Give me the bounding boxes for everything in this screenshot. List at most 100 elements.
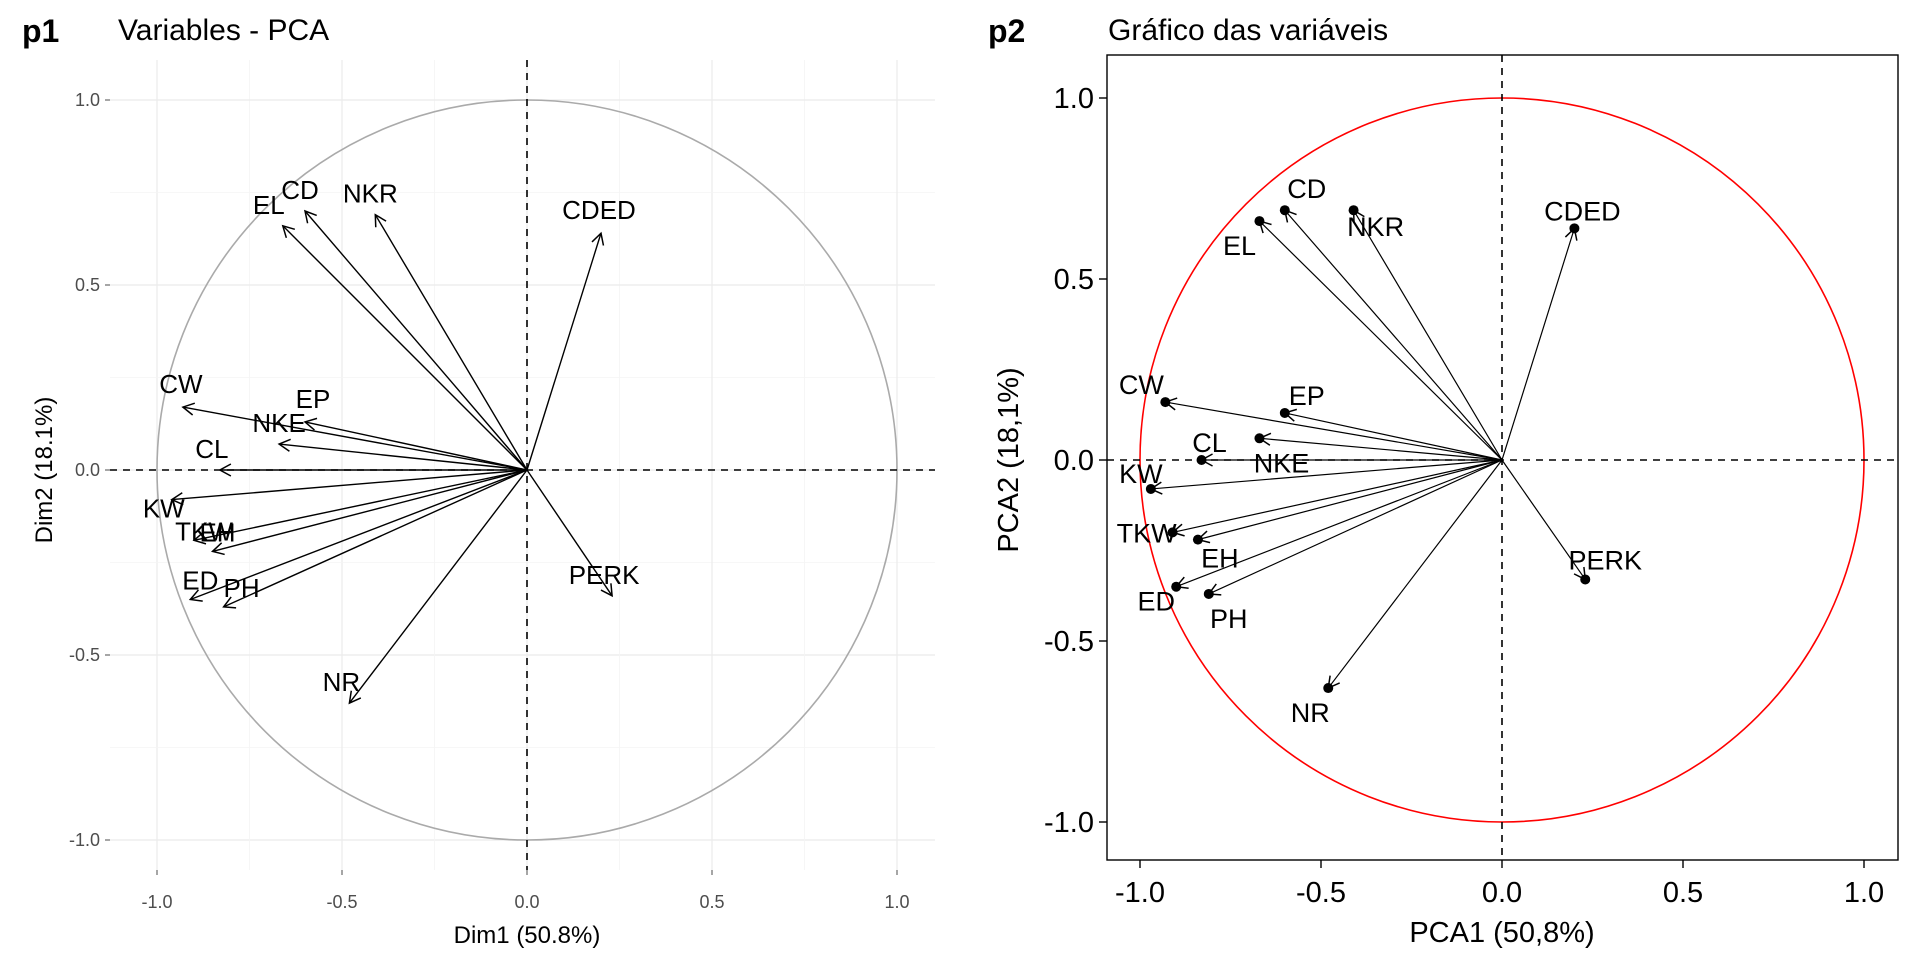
tick-labels: -1.0 -0.5 0.0 0.5 1.0 1.0 0.5 0.0 -0.5 -1.0 [69,90,910,912]
x-tick-label: 1.0 [1844,877,1884,909]
point-cl [1196,455,1207,465]
y-tick-label: -0.5 [69,645,100,665]
y-tick-label: 1.0 [1054,83,1094,115]
point-ph [1203,588,1214,599]
label-perk: PERK [1568,545,1642,575]
arrow-nke [1257,432,1503,461]
label-ph: PH [224,573,260,603]
y-tick-label: 1.0 [75,90,100,110]
x-axis-label-p2: PCA1 (50,8%) [1409,917,1594,949]
x-tick-label: -0.5 [326,892,357,912]
point-cw [1160,397,1171,408]
arrow-kw [1149,459,1503,495]
panel-p2: p2 Gráfico das variáveis -1.0 -0.5 0.0 0.5 1… [988,13,1899,949]
label-ph: PH [1210,604,1248,634]
point-ep [1279,407,1290,418]
label-nr: NR [1291,698,1330,728]
x-axis-label-p1: Dim1 (50.8%) [454,922,601,949]
label-cded: CDED [1544,196,1621,226]
arrow-el [281,224,528,471]
arrow-ph [222,469,528,609]
arrow-cded [1501,226,1578,461]
label-kw: KW [143,494,185,524]
arrow-tkw [192,469,528,545]
arrow-ed [1174,459,1503,590]
label-nr: NR [323,667,361,697]
y-tick-label: 0.0 [1054,445,1094,477]
x-tick-label: -0.5 [1296,877,1346,909]
label-cded: CDED [562,195,636,225]
label-tkw: TKW [175,516,233,546]
label-ed: ED [1137,587,1175,617]
panel-tag-p2: p2 [988,13,1025,49]
label-cl: CL [195,434,228,464]
chart-title-p2: Gráfico das variáveis [1108,14,1388,47]
arrow-cded [526,231,605,471]
label-eh: EH [199,517,235,547]
label-ed: ED [182,566,218,596]
label-perk: PERK [569,560,640,590]
point-cded [1569,223,1580,234]
x-tick-label: -1.0 [1115,877,1165,909]
arrow-ed [188,469,528,602]
point-tkw [1167,527,1178,538]
y-axis-label-p1: Dim2 (18.1%) [31,397,58,544]
plot-area-p2: CD EL NKR CDED CW EP NKE CL KW TKW EH ED PH PERK NR [1106,54,1899,861]
y-tick-label: -1.0 [1044,807,1094,839]
point-eh [1192,534,1203,545]
x-tick-label: 0.5 [1663,877,1703,909]
arrow-eh [210,469,528,556]
y-tick-label: -0.5 [1044,626,1094,658]
arrow-nr [348,469,528,705]
point-cd [1279,205,1290,216]
x-tick-label: 0.0 [514,892,539,912]
label-ep: EP [296,384,331,414]
y-tick-label: 0.5 [1054,264,1094,296]
arrow-perk [1501,459,1587,581]
y-axis-label-p2: PCA2 (18,1%) [993,367,1025,552]
label-el: EL [253,190,285,220]
x-tick-label: 1.0 [884,892,909,912]
label-cw: CW [159,369,203,399]
point-perk [1580,574,1591,585]
arrow-tkw [1171,459,1503,537]
arrow-cd [303,209,528,471]
chart-title-p1: Variables - PCA [118,14,329,47]
arrow-cd [1283,209,1503,461]
panel-tag-p1: p1 [22,13,59,49]
label-nke: NKE [252,408,305,438]
panel-p1: p1 Variables - PCA -1.0 -0.5 0.0 0.5 1.0 1.0 0… [22,13,935,949]
arrow-nkr [1352,208,1503,461]
arrow-nke [277,438,528,471]
label-nkr: NKR [343,179,398,209]
arrow-cw [181,402,528,471]
label-tkw: TKW [1117,518,1178,548]
y-tick-label: -1.0 [69,830,100,850]
label-kw: KW [1119,459,1163,489]
arrow-ep [303,417,528,471]
arrow-cw [1163,397,1503,461]
point-kw [1145,483,1156,494]
point-nke [1254,433,1265,444]
arrow-nkr [374,213,528,471]
label-cl: CL [1192,428,1227,458]
y-tick-label: 0.0 [75,460,100,480]
point-el [1254,216,1265,227]
label-nke: NKE [1254,448,1310,478]
arrow-kw [170,469,528,506]
y-tick-label: 0.5 [75,275,100,295]
label-nkr: NKR [1347,212,1404,242]
arrow-ph [1207,459,1503,596]
arrow-eh [1196,459,1503,544]
tick-labels: -1.0 -0.5 0.0 0.5 1.0 1.0 0.5 0.0 -0.5 -1.0 [1044,83,1884,909]
label-eh: EH [1201,544,1239,574]
arrow-el [1258,219,1503,461]
label-cd: CD [1287,174,1326,204]
label-cd: CD [281,175,319,205]
x-tick-label: -1.0 [141,892,172,912]
x-tick-label: 0.0 [1482,877,1522,909]
arrow-nr [1327,459,1503,690]
label-el: EL [1223,231,1256,261]
